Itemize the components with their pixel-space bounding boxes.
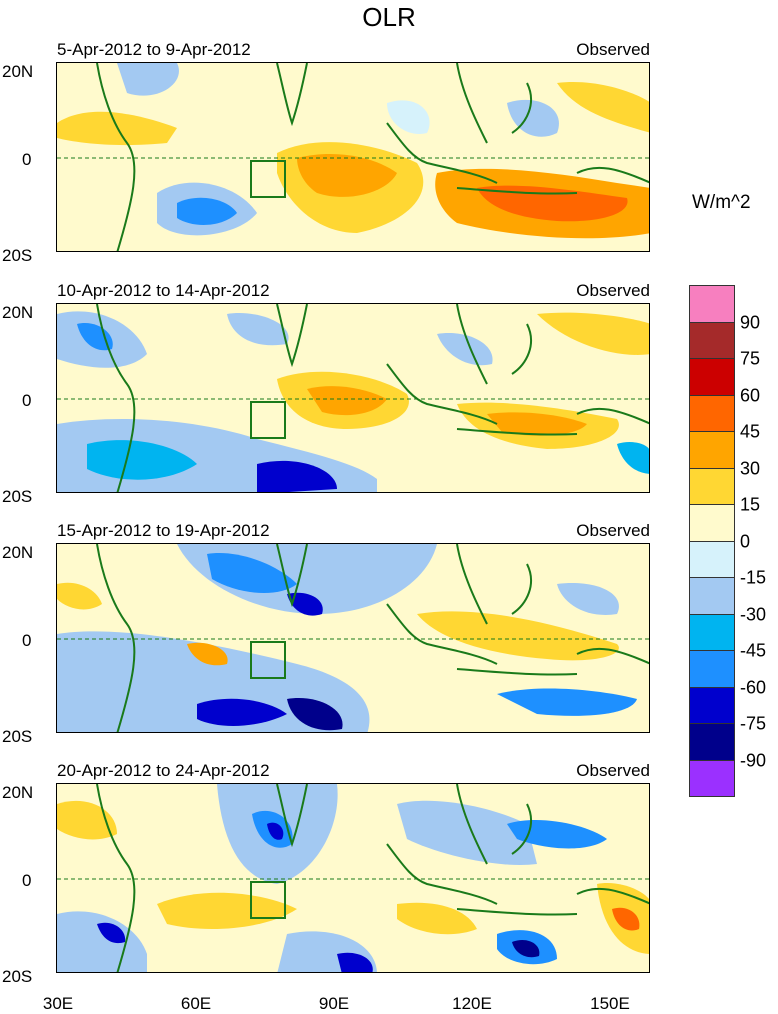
panel-observed-label: Observed <box>576 521 650 540</box>
colorbar <box>689 285 735 797</box>
colorbar-swatch <box>689 578 735 615</box>
colorbar-swatch <box>689 724 735 761</box>
colorbar-label: -30 <box>740 604 767 624</box>
olr-map <box>56 62 650 252</box>
colorbar-label: 75 <box>740 348 761 369</box>
x-tick-120e: 120E <box>452 994 492 1013</box>
y-tick-20s: 20S <box>2 727 33 746</box>
panel-period-label: 20-Apr-2012 to 24-Apr-2012 <box>57 761 270 780</box>
colorbar-label: 45 <box>740 421 761 442</box>
colorbar-label: 60 <box>740 385 761 405</box>
olr-map <box>56 543 650 733</box>
y-tick-20s: 20S <box>2 246 33 265</box>
colorbar-label: -15 <box>740 567 767 588</box>
y-tick-0: 0 <box>22 631 32 650</box>
colorbar-label: -75 <box>740 713 767 734</box>
map-panel-2: 10-Apr-2012 to 14-Apr-2012 Observed 20N … <box>0 281 778 521</box>
colorbar-units: W/m^2 <box>692 192 751 213</box>
colorbar-label: 30 <box>740 458 761 478</box>
y-tick-0: 0 <box>22 391 32 410</box>
colorbar-swatch <box>689 468 735 505</box>
colorbar-swatch <box>689 505 735 542</box>
panel-period-label: 15-Apr-2012 to 19-Apr-2012 <box>57 521 270 540</box>
colorbar-label: -45 <box>740 640 767 661</box>
map-panel-3: 15-Apr-2012 to 19-Apr-2012 Observed 20N … <box>0 521 778 761</box>
colorbar-label: -90 <box>740 750 767 770</box>
x-tick-150e: 150E <box>590 994 630 1013</box>
y-tick-20n: 20N <box>2 783 34 802</box>
olr-map <box>56 303 650 493</box>
panel-observed-label: Observed <box>576 761 650 780</box>
y-tick-20n: 20N <box>2 62 34 81</box>
y-tick-20n: 20N <box>2 543 34 562</box>
panel-period-label: 10-Apr-2012 to 14-Apr-2012 <box>57 281 270 300</box>
colorbar-swatch <box>689 322 735 359</box>
colorbar-swatch <box>689 541 735 578</box>
colorbar-label: -60 <box>740 677 767 697</box>
colorbar-label: 0 <box>740 531 751 551</box>
panel-period-label: 5-Apr-2012 to 9-Apr-2012 <box>57 40 251 59</box>
y-tick-0: 0 <box>22 150 32 169</box>
colorbar-label: 90 <box>740 312 761 332</box>
y-tick-20s: 20S <box>2 487 33 506</box>
panel-observed-label: Observed <box>576 281 650 300</box>
y-tick-20n: 20N <box>2 303 34 322</box>
panel-observed-label: Observed <box>576 40 650 59</box>
figure-title: OLR <box>362 2 416 32</box>
colorbar-swatch <box>689 395 735 432</box>
colorbar-swatch <box>689 651 735 688</box>
colorbar-swatch <box>689 432 735 469</box>
x-tick-90e: 90E <box>318 994 350 1013</box>
colorbar-swatch <box>689 760 735 797</box>
olr-map <box>56 783 650 973</box>
colorbar-swatch <box>689 359 735 396</box>
x-tick-30e: 30E <box>42 994 74 1013</box>
map-panel-1: 5-Apr-2012 to 9-Apr-2012 Observed 20N 0 … <box>0 40 778 280</box>
x-tick-60e: 60E <box>180 994 212 1013</box>
y-tick-0: 0 <box>22 871 32 890</box>
colorbar-swatch <box>689 285 735 323</box>
y-tick-20s: 20S <box>2 967 33 986</box>
colorbar-label: 15 <box>740 494 761 515</box>
map-panel-4: 20-Apr-2012 to 24-Apr-2012 Observed 20N … <box>0 761 778 1001</box>
colorbar-swatch <box>689 687 735 724</box>
colorbar-swatch <box>689 614 735 651</box>
